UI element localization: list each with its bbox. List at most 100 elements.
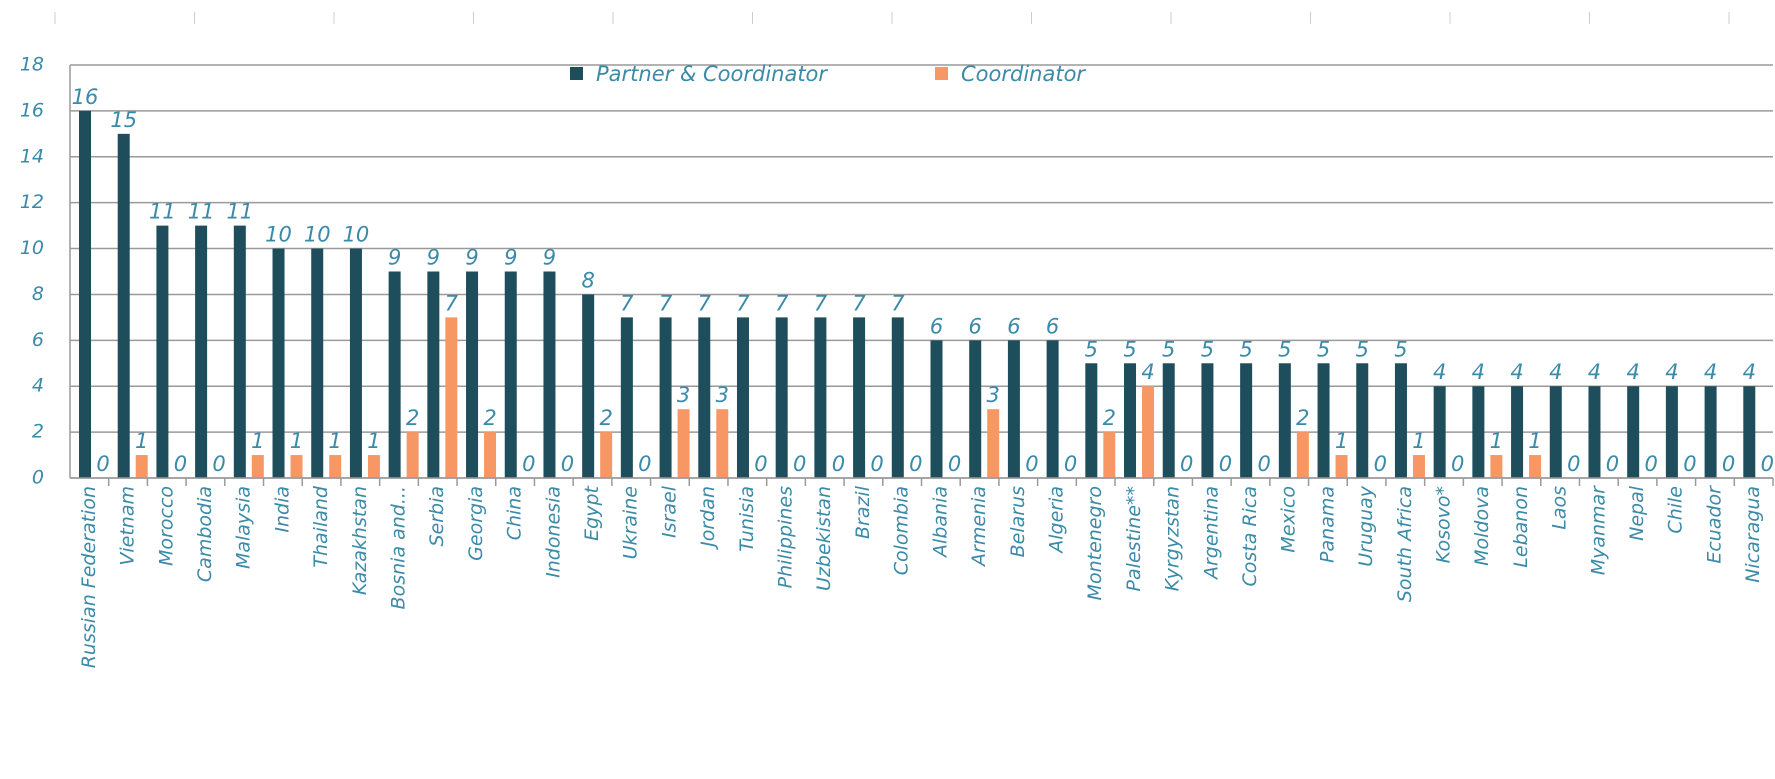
data-label: 5 bbox=[1278, 337, 1291, 361]
data-label: 9 bbox=[543, 246, 556, 270]
data-label: 4 bbox=[1433, 360, 1446, 384]
x-tick-label: Belarus bbox=[1007, 486, 1029, 557]
y-tick-label: 12 bbox=[20, 191, 44, 213]
x-tick-label: Israel bbox=[658, 485, 680, 538]
bar bbox=[1394, 363, 1407, 478]
bar bbox=[367, 455, 380, 478]
data-label: 3 bbox=[716, 383, 729, 407]
data-label: 4 bbox=[1510, 360, 1523, 384]
data-label: 7 bbox=[620, 291, 634, 315]
data-label: 1 bbox=[1490, 429, 1503, 453]
data-label: 10 bbox=[304, 223, 331, 247]
y-tick-label: 2 bbox=[32, 421, 44, 443]
data-label: 15 bbox=[110, 108, 137, 132]
data-label: 5 bbox=[1085, 337, 1098, 361]
data-label: 1 bbox=[329, 429, 342, 453]
x-tick-label: Kazakhstan bbox=[349, 486, 371, 595]
data-label: 10 bbox=[265, 223, 292, 247]
bar bbox=[987, 409, 1000, 478]
data-label: 1 bbox=[1335, 429, 1348, 453]
data-label: 7 bbox=[736, 291, 750, 315]
data-label: 0 bbox=[832, 452, 845, 476]
y-tick-label: 16 bbox=[20, 99, 44, 121]
data-label: 0 bbox=[212, 452, 225, 476]
bar bbox=[1627, 386, 1640, 478]
bar bbox=[775, 317, 788, 478]
data-label: 5 bbox=[1162, 337, 1175, 361]
bar bbox=[659, 317, 672, 478]
data-label: 7 bbox=[852, 291, 866, 315]
bar bbox=[1665, 386, 1678, 478]
x-tick-label: Ecuador bbox=[1703, 485, 1725, 564]
x-tick-label: Kosovo* bbox=[1433, 486, 1455, 563]
bar bbox=[1103, 432, 1116, 478]
data-label: 6 bbox=[1007, 314, 1020, 338]
x-tick-label: Albania bbox=[929, 486, 951, 559]
data-label: 4 bbox=[1743, 360, 1756, 384]
bar bbox=[543, 271, 556, 478]
x-tick-label: India bbox=[271, 486, 293, 533]
data-label: 5 bbox=[1317, 337, 1330, 361]
y-tick-label: 18 bbox=[20, 54, 44, 76]
data-label: 3 bbox=[987, 383, 1000, 407]
bar bbox=[1743, 386, 1756, 478]
bar bbox=[1529, 455, 1542, 478]
x-tick-label: Armenia bbox=[968, 486, 990, 568]
data-label: 4 bbox=[1472, 360, 1485, 384]
x-tick-label: Tunisia bbox=[736, 486, 758, 552]
data-label: 9 bbox=[427, 246, 440, 270]
legend-label: Coordinator bbox=[961, 62, 1086, 86]
bar bbox=[1046, 340, 1059, 478]
data-label: 6 bbox=[930, 314, 943, 338]
bar bbox=[251, 455, 264, 478]
x-tick-label: Nepal bbox=[1626, 485, 1648, 541]
bar bbox=[1296, 432, 1309, 478]
data-label: 2 bbox=[1103, 406, 1116, 430]
data-label: 9 bbox=[465, 246, 478, 270]
bar bbox=[736, 317, 749, 478]
data-label: 0 bbox=[1722, 452, 1735, 476]
bar bbox=[1588, 386, 1601, 478]
data-label: 0 bbox=[793, 452, 806, 476]
data-label: 0 bbox=[1644, 452, 1657, 476]
data-label: 6 bbox=[969, 314, 982, 338]
x-tick-label: Brazil bbox=[852, 485, 874, 539]
bar bbox=[1007, 340, 1020, 478]
data-label: 2 bbox=[599, 406, 612, 430]
data-label: 7 bbox=[698, 291, 712, 315]
x-tick-label: Thailand bbox=[310, 485, 332, 568]
x-tick-label: Egypt bbox=[581, 484, 603, 540]
bar bbox=[427, 271, 440, 478]
data-label: 7 bbox=[445, 291, 459, 315]
data-label: 16 bbox=[72, 85, 99, 109]
y-tick-label: 10 bbox=[20, 237, 44, 259]
bar bbox=[1335, 455, 1348, 478]
data-label: 7 bbox=[891, 291, 905, 315]
bar bbox=[195, 225, 208, 478]
bar bbox=[1317, 363, 1330, 478]
legend-swatch bbox=[935, 67, 948, 80]
data-label: 0 bbox=[1257, 452, 1270, 476]
data-label: 0 bbox=[174, 452, 187, 476]
data-label: 4 bbox=[1665, 360, 1678, 384]
data-label: 7 bbox=[775, 291, 789, 315]
data-label: 1 bbox=[135, 429, 148, 453]
y-tick-label: 8 bbox=[32, 283, 44, 305]
bar bbox=[1356, 363, 1369, 478]
data-label: 5 bbox=[1123, 337, 1136, 361]
data-label: 8 bbox=[581, 268, 594, 292]
x-tick-label: Montenegro bbox=[1084, 486, 1106, 600]
bar bbox=[1085, 363, 1098, 478]
data-label: 0 bbox=[870, 452, 883, 476]
data-label: 0 bbox=[561, 452, 574, 476]
bar bbox=[290, 455, 303, 478]
bar bbox=[620, 317, 633, 478]
bar bbox=[1549, 386, 1562, 478]
x-tick-label: Algeria bbox=[1045, 486, 1067, 555]
y-tick-label: 14 bbox=[20, 145, 44, 167]
data-label: 0 bbox=[754, 452, 767, 476]
data-label: 3 bbox=[677, 383, 690, 407]
x-tick-label: Kyrgyzstan bbox=[1162, 486, 1184, 591]
x-tick-label: Costa Rica bbox=[1239, 486, 1261, 587]
